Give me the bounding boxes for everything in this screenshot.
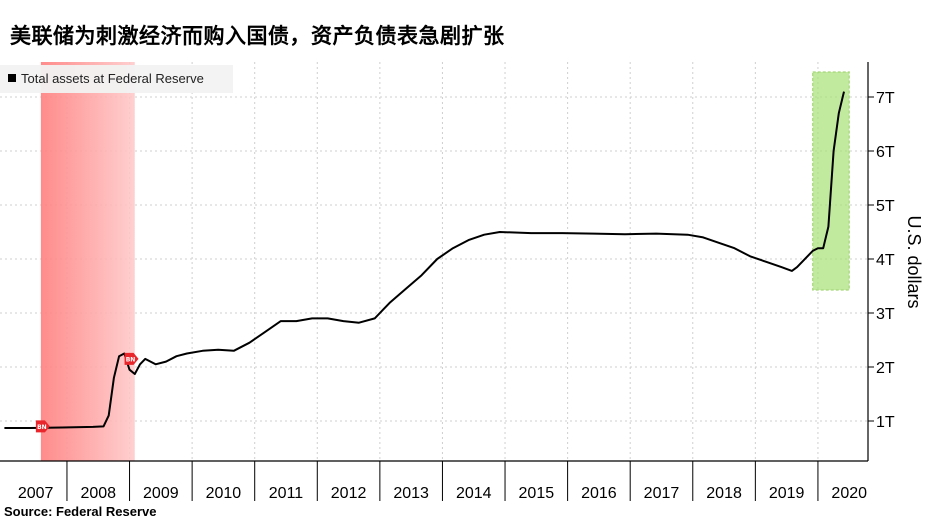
x-tick-label: 2015: [519, 485, 555, 502]
chart-title: 美联储为刺激经济而购入国债，资产负债表急剧扩张: [10, 24, 505, 48]
y-axis-label: U.S. dollars: [904, 215, 924, 308]
legend: Total assets at Federal Reserve: [0, 65, 233, 93]
x-tick-label: 2012: [331, 485, 367, 502]
x-tick-label: 2009: [143, 485, 179, 502]
shade-2008-crisis: [40, 62, 135, 461]
y-tick-label: 7T: [876, 90, 895, 107]
x-tick-label: 2019: [769, 485, 805, 502]
series-line-total-assets: [4, 91, 845, 429]
event-marker[interactable]: BN: [124, 352, 139, 365]
event-marker-shape: [35, 420, 50, 433]
shaded-periods: [40, 62, 850, 461]
source-note: Source: Federal Reserve: [4, 504, 157, 519]
y-tick-label: 4T: [876, 252, 895, 269]
legend-label: Total assets at Federal Reserve: [21, 71, 204, 86]
event-marker-shape: [124, 352, 139, 365]
x-tick-label: 2011: [269, 485, 304, 502]
x-tick-label: 2020: [831, 485, 867, 502]
x-tick-label: 2014: [456, 485, 492, 502]
y-tick-label: 3T: [876, 306, 895, 323]
x-tick-label: 2017: [644, 485, 680, 502]
y-tick-label: 5T: [876, 198, 895, 215]
x-tick-label: 2018: [706, 485, 742, 502]
x-tick-label: 2007: [18, 485, 54, 502]
y-tick-label: 2T: [876, 360, 895, 377]
legend-background: [0, 65, 233, 93]
legend-swatch: [8, 74, 16, 82]
y-tick-label: 1T: [876, 414, 895, 431]
x-tick-label: 2013: [393, 485, 429, 502]
event-marker-label: BN: [126, 356, 136, 363]
x-tick-label: 2010: [206, 485, 242, 502]
y-tick-label: 6T: [876, 144, 895, 161]
event-marker-label: BN: [37, 424, 47, 431]
x-tick-label: 2016: [581, 485, 617, 502]
series-layer: BN BN: [4, 91, 845, 433]
axis-layer: 1T 2T 3T 4T 5T 6T 7T 2007 2008 2009 2010 2011 2012 20…: [0, 62, 895, 502]
x-tick-label: 2008: [80, 485, 116, 502]
event-marker[interactable]: BN: [35, 420, 50, 433]
